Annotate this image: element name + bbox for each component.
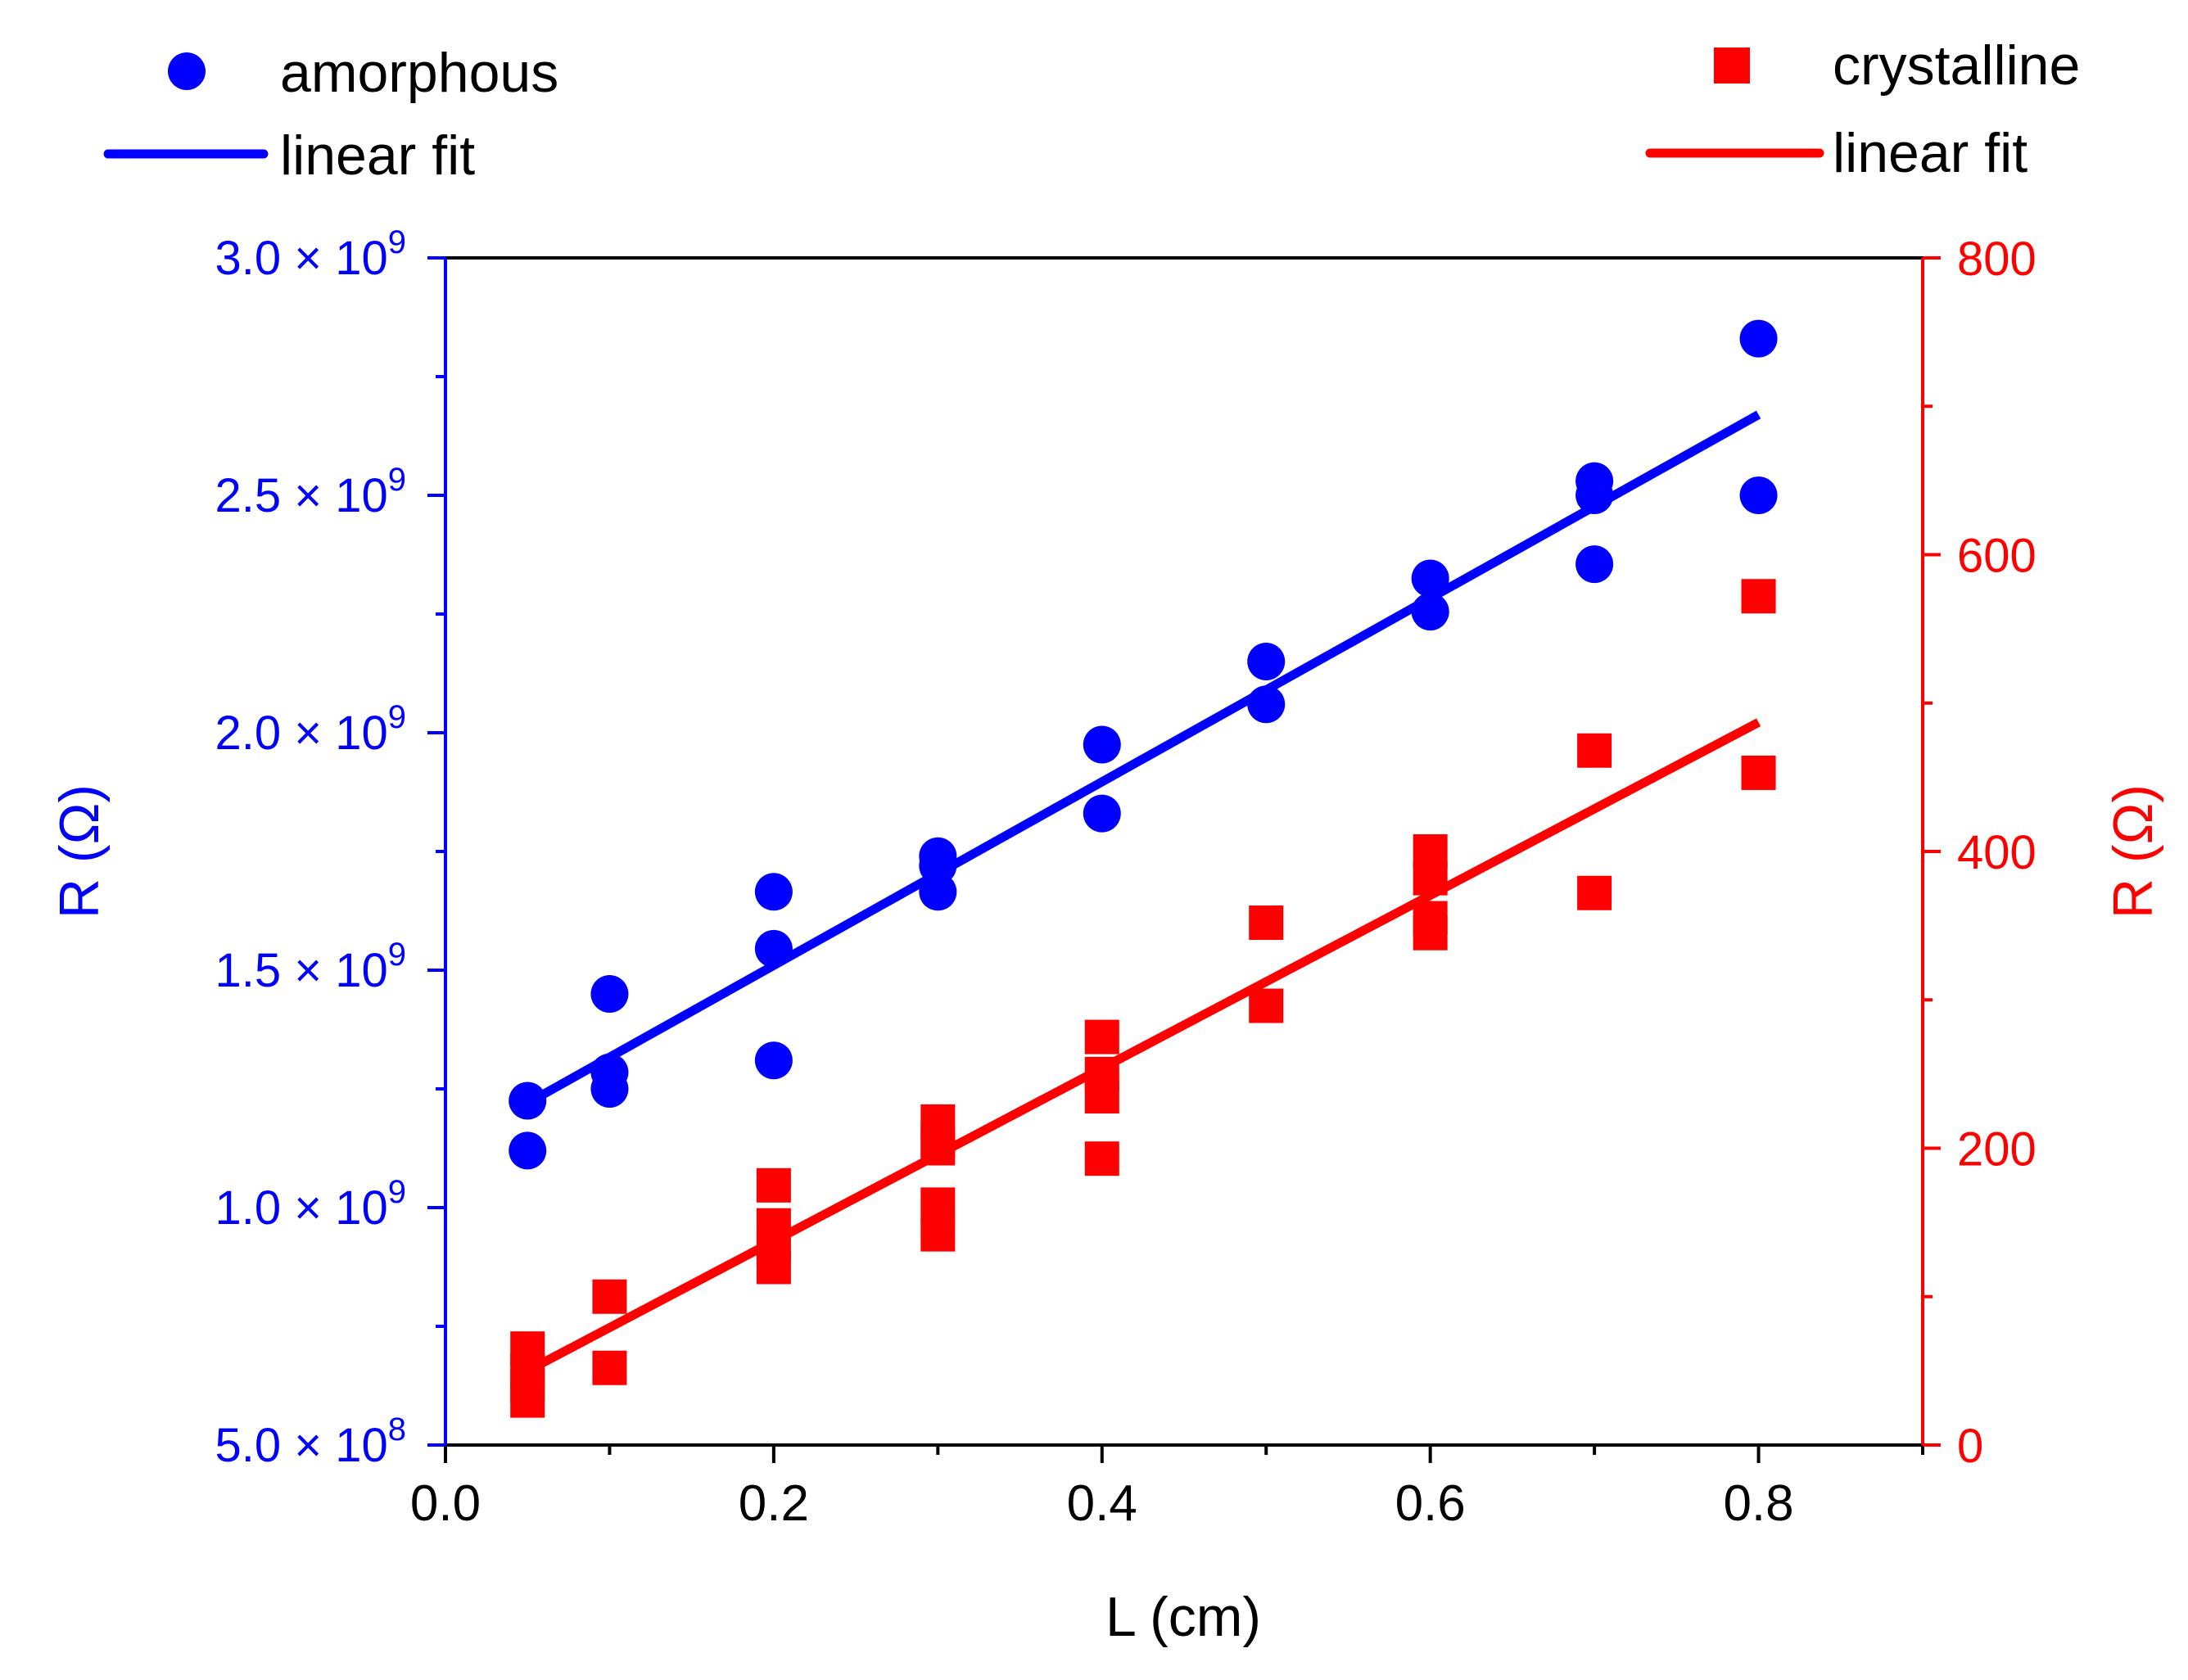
point-amorphous: [590, 975, 629, 1013]
legend-right: crystalline linear fit: [1645, 34, 2080, 184]
right-tick-label: 0: [1957, 1420, 1983, 1473]
point-crystalline: [1577, 733, 1612, 768]
point-amorphous: [1083, 794, 1121, 833]
right-axis-title: R (Ω): [2102, 784, 2164, 919]
left-axis-title: R (Ω): [48, 784, 111, 919]
point-crystalline: [1084, 1019, 1119, 1055]
point-amorphous: [1411, 593, 1449, 631]
point-crystalline: [592, 1350, 627, 1385]
x-tick-label: 0.4: [1067, 1475, 1137, 1532]
point-crystalline: [1413, 860, 1448, 896]
x-tick-label: 0.6: [1395, 1475, 1466, 1532]
fit-line-crystalline: [525, 718, 1761, 1375]
point-amorphous: [754, 929, 793, 968]
point-amorphous: [1739, 476, 1778, 514]
point-crystalline: [592, 1279, 627, 1314]
legend-crystalline-marker: [1714, 47, 1750, 84]
right-tick-label: 400: [1957, 826, 2037, 879]
right-ticks: 0 200 400 600 800: [1923, 233, 2037, 1473]
x-ticks: 0.0 0.2 0.4 0.6 0.8: [410, 1445, 1924, 1532]
point-amorphous: [509, 1131, 547, 1170]
point-amorphous: [1083, 725, 1121, 764]
point-crystalline: [1084, 1079, 1119, 1114]
x-axis-title: L (cm): [1105, 1586, 1261, 1648]
right-tick-label: 800: [1957, 233, 2037, 286]
point-amorphous: [919, 873, 957, 911]
point-amorphous: [754, 1041, 793, 1080]
axes: [444, 256, 1924, 1447]
point-amorphous: [590, 1070, 629, 1108]
point-crystalline: [1741, 755, 1776, 790]
point-crystalline: [920, 1187, 956, 1222]
x-tick-label: 0.2: [739, 1475, 809, 1532]
fit-line-amorphous: [525, 410, 1761, 1108]
point-amorphous: [1411, 559, 1449, 598]
point-crystalline: [1741, 579, 1776, 614]
left-tick-label: 5.0 × 108: [215, 1411, 406, 1472]
legend-left: amorphous linear fit: [103, 42, 558, 187]
point-amorphous: [1247, 643, 1286, 680]
point-amorphous: [754, 873, 793, 911]
left-tick-label: 2.0 × 109: [215, 699, 406, 760]
legend-fit-red-label: linear fit: [1833, 122, 2028, 184]
point-crystalline: [1249, 988, 1284, 1023]
data-points: [509, 319, 1778, 1418]
point-crystalline: [756, 1167, 791, 1203]
x-tick-label: 0.8: [1723, 1475, 1793, 1532]
point-crystalline: [920, 1123, 956, 1158]
x-tick-label: 0.0: [410, 1475, 481, 1532]
fit-lines: [525, 410, 1761, 1375]
point-crystalline: [1413, 915, 1448, 951]
left-tick-label: 1.5 × 109: [215, 937, 406, 997]
legend-amorphous-label: amorphous: [280, 42, 558, 104]
right-tick-label: 600: [1957, 530, 2037, 583]
legend-fit-blue-label: linear fit: [280, 124, 475, 187]
right-tick-label: 200: [1957, 1123, 2037, 1176]
point-amorphous: [1575, 476, 1614, 514]
point-amorphous: [1575, 545, 1614, 584]
point-amorphous: [919, 847, 957, 885]
left-tick-label: 2.5 × 109: [215, 462, 406, 522]
point-amorphous: [509, 1082, 547, 1120]
left-ticks: 5.0 × 108 1.0 × 109 1.5 × 109 2.0 × 109 2.5 …: [215, 224, 445, 1472]
legend-amorphous-marker: [168, 52, 206, 90]
point-crystalline: [1577, 875, 1612, 910]
point-amorphous: [1739, 319, 1778, 358]
left-tick-label: 1.0 × 109: [215, 1174, 406, 1235]
legend-crystalline-label: crystalline: [1833, 34, 2080, 97]
point-crystalline: [1249, 905, 1284, 940]
point-crystalline: [756, 1249, 791, 1285]
left-tick-label: 3.0 × 109: [215, 224, 406, 285]
point-crystalline: [510, 1383, 545, 1418]
point-amorphous: [1247, 685, 1286, 724]
point-crystalline: [920, 1217, 956, 1252]
point-crystalline: [1084, 1141, 1119, 1176]
